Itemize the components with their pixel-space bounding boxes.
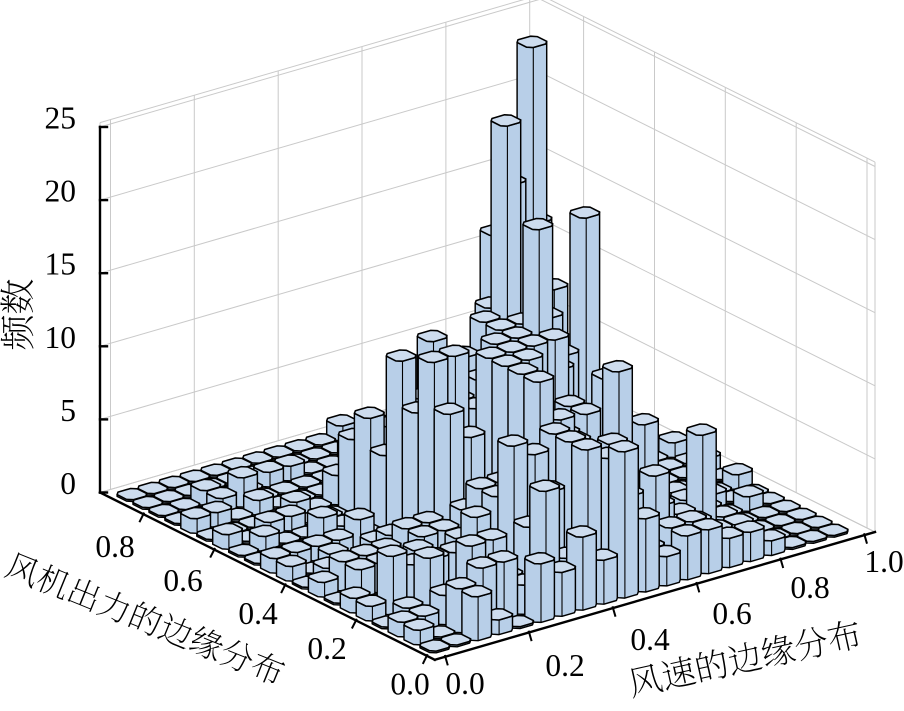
svg-text:10: 10	[45, 320, 77, 355]
svg-text:0.6: 0.6	[712, 596, 751, 631]
svg-text:0.0: 0.0	[390, 667, 429, 702]
svg-text:20: 20	[45, 174, 77, 209]
svg-text:5: 5	[60, 393, 76, 428]
svg-text:0.0: 0.0	[445, 666, 484, 701]
svg-text:0.4: 0.4	[238, 596, 278, 631]
svg-text:0.6: 0.6	[163, 563, 202, 598]
svg-text:0.2: 0.2	[545, 648, 584, 683]
svg-text:25: 25	[45, 101, 77, 136]
svg-text:0.2: 0.2	[307, 631, 346, 666]
svg-text:1.0: 1.0	[864, 544, 903, 579]
svg-text:0.8: 0.8	[95, 529, 134, 564]
svg-text:0.4: 0.4	[630, 622, 670, 657]
svg-text:15: 15	[45, 247, 77, 282]
svg-text:0.8: 0.8	[790, 570, 829, 605]
svg-text:0: 0	[60, 466, 76, 501]
